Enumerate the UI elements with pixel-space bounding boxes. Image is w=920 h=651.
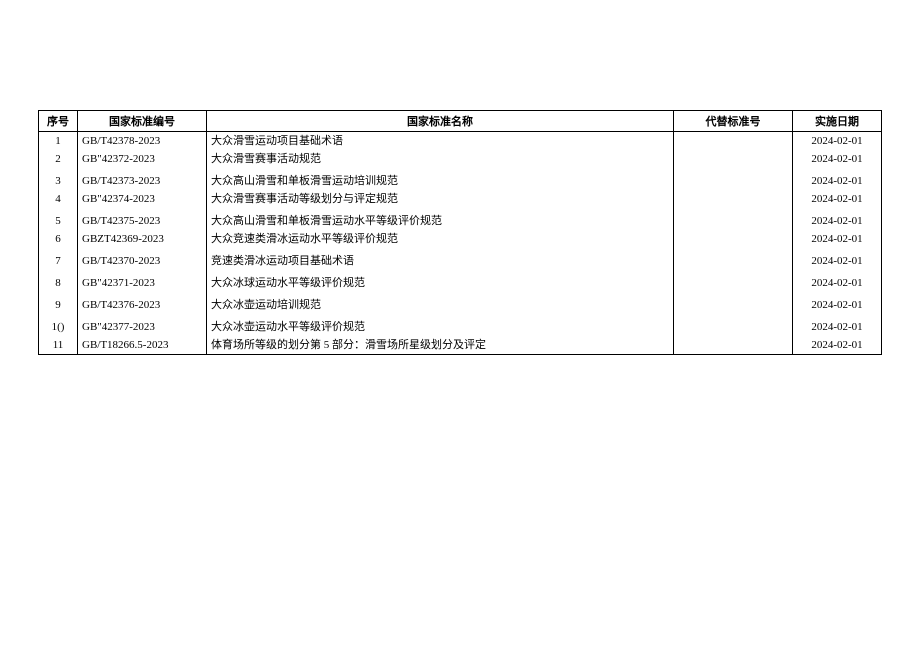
table-row: 1GB/T42378-2023大众滑雪运动项目基础术语 2024-02-01 (39, 132, 882, 151)
cell-seq: 2 (39, 150, 78, 168)
cell-date: 2024-02-01 (793, 296, 882, 314)
table-row: 1()GB"42377-2023大众冰壶运动水平等级评价规范 2024-02-01 (39, 318, 882, 336)
cell-code: GB"42377-2023 (78, 318, 207, 336)
cell-seq: 7 (39, 252, 78, 270)
cell-name: 大众滑雪赛事活动规范 (207, 150, 674, 168)
standards-table: 序号 国家标准编号 国家标准名称 代替标准号 实施日期 1GB/T42378-2… (38, 110, 882, 355)
header-code: 国家标准编号 (78, 111, 207, 132)
table-row: 5GB/T42375-2023大众高山滑雪和单板滑雪运动水平等级评价规范 2024… (39, 212, 882, 230)
cell-code: GB"42372-2023 (78, 150, 207, 168)
cell-date: 2024-02-01 (793, 150, 882, 168)
table-row: 8GB"42371-2023大众冰球运动水平等级评价规范 2024-02-01 (39, 274, 882, 292)
table-row: 9GB/T42376-2023大众冰壶运动培训规范 2024-02-01 (39, 296, 882, 314)
cell-replace (674, 336, 793, 355)
cell-name: 竞速类滑冰运动项目基础术语 (207, 252, 674, 270)
cell-code: GB/T42376-2023 (78, 296, 207, 314)
table-row: 3GB/T42373-2023大众高山滑雪和单板滑雪运动培训规范 2024-02-… (39, 172, 882, 190)
cell-replace (674, 172, 793, 190)
cell-code: GB/T42375-2023 (78, 212, 207, 230)
cell-code: GB/T42370-2023 (78, 252, 207, 270)
cell-name: 大众冰壶运动培训规范 (207, 296, 674, 314)
cell-date: 2024-02-01 (793, 190, 882, 208)
cell-name: 大众滑雪运动项目基础术语 (207, 132, 674, 151)
cell-seq: 11 (39, 336, 78, 355)
cell-date: 2024-02-01 (793, 252, 882, 270)
cell-date: 2024-02-01 (793, 172, 882, 190)
cell-seq: 9 (39, 296, 78, 314)
cell-name: 体育场所等级的划分第 5 部分：滑雪场所星级划分及评定 (207, 336, 674, 355)
cell-date: 2024-02-01 (793, 274, 882, 292)
cell-name: 大众冰球运动水平等级评价规范 (207, 274, 674, 292)
cell-seq: 1 (39, 132, 78, 151)
cell-code: GBZT42369-2023 (78, 230, 207, 248)
cell-replace (674, 318, 793, 336)
cell-code: GB"42374-2023 (78, 190, 207, 208)
cell-code: GB"42371-2023 (78, 274, 207, 292)
cell-replace (674, 132, 793, 151)
cell-code: GB/T42378-2023 (78, 132, 207, 151)
cell-replace (674, 150, 793, 168)
cell-replace (674, 296, 793, 314)
cell-date: 2024-02-01 (793, 230, 882, 248)
cell-replace (674, 212, 793, 230)
standards-table-container: 序号 国家标准编号 国家标准名称 代替标准号 实施日期 1GB/T42378-2… (0, 0, 920, 355)
cell-replace (674, 274, 793, 292)
cell-seq: 8 (39, 274, 78, 292)
cell-name: 大众高山滑雪和单板滑雪运动水平等级评价规范 (207, 212, 674, 230)
header-replace: 代替标准号 (674, 111, 793, 132)
cell-date: 2024-02-01 (793, 318, 882, 336)
cell-seq: 4 (39, 190, 78, 208)
cell-date: 2024-02-01 (793, 132, 882, 151)
cell-seq: 6 (39, 230, 78, 248)
cell-name: 大众冰壶运动水平等级评价规范 (207, 318, 674, 336)
cell-code: GB/T18266.5-2023 (78, 336, 207, 355)
table-row: 11GB/T18266.5-2023体育场所等级的划分第 5 部分：滑雪场所星级… (39, 336, 882, 355)
table-row: 4GB"42374-2023大众滑雪赛事活动等级划分与评定规范 2024-02-0… (39, 190, 882, 208)
cell-name: 大众竞速类滑冰运动水平等级评价规范 (207, 230, 674, 248)
cell-name: 大众滑雪赛事活动等级划分与评定规范 (207, 190, 674, 208)
header-date: 实施日期 (793, 111, 882, 132)
cell-code: GB/T42373-2023 (78, 172, 207, 190)
cell-replace (674, 252, 793, 270)
table-row: 6GBZT42369-2023大众竞速类滑冰运动水平等级评价规范 2024-02-… (39, 230, 882, 248)
table-body: 1GB/T42378-2023大众滑雪运动项目基础术语2024-02-012GB… (39, 132, 882, 355)
cell-seq: 1() (39, 318, 78, 336)
cell-replace (674, 230, 793, 248)
cell-name: 大众高山滑雪和单板滑雪运动培训规范 (207, 172, 674, 190)
cell-date: 2024-02-01 (793, 336, 882, 355)
table-row: 7GB/T42370-2023竞速类滑冰运动项目基础术语 2024-02-01 (39, 252, 882, 270)
header-seq: 序号 (39, 111, 78, 132)
table-header-row: 序号 国家标准编号 国家标准名称 代替标准号 实施日期 (39, 111, 882, 132)
cell-replace (674, 190, 793, 208)
header-name: 国家标准名称 (207, 111, 674, 132)
table-row: 2GB"42372-2023大众滑雪赛事活动规范 2024-02-01 (39, 150, 882, 168)
cell-date: 2024-02-01 (793, 212, 882, 230)
cell-seq: 3 (39, 172, 78, 190)
cell-seq: 5 (39, 212, 78, 230)
